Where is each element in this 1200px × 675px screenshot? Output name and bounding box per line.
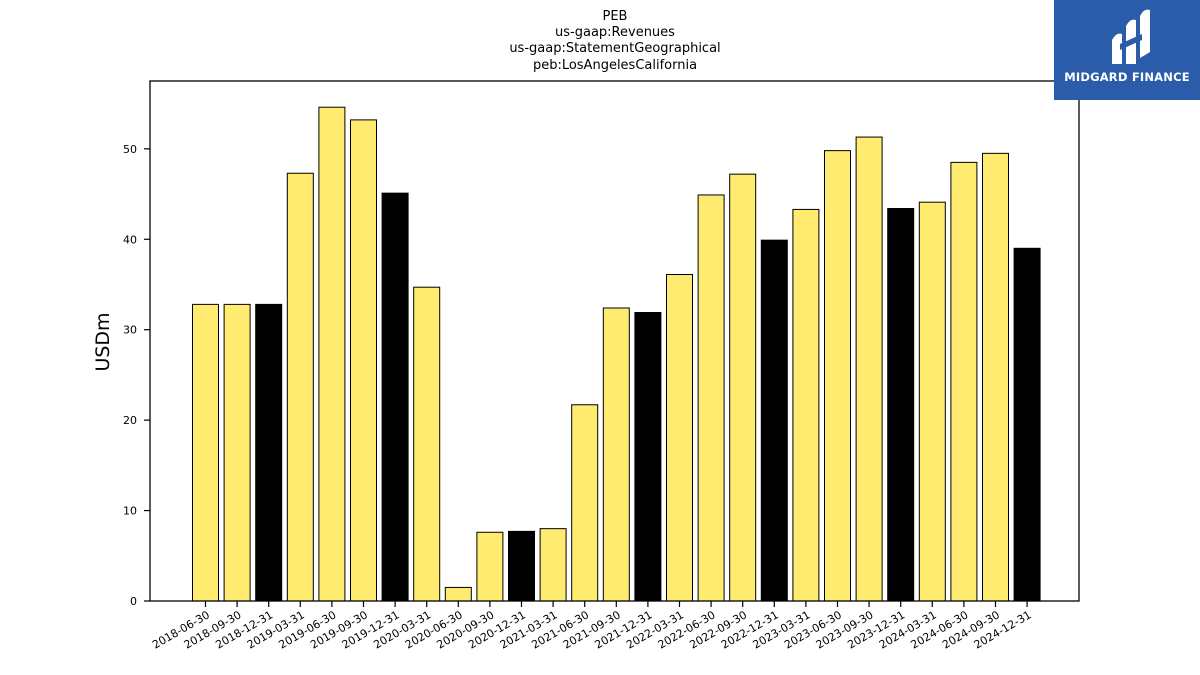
bar-2021-12-31 [634, 312, 662, 602]
midgard-logo: MIDGARD FINANCE [1054, 0, 1200, 100]
bar-2020-12-31 [508, 530, 535, 602]
bar-2020-06-30 [444, 586, 472, 602]
logo-text: MIDGARD FINANCE [1064, 70, 1190, 84]
plot-frame [149, 80, 1080, 602]
bar-2018-06-30 [192, 303, 219, 602]
y-tick-label: 50 [123, 143, 137, 156]
bar-2024-09-30 [982, 152, 1009, 602]
bar-2023-09-30 [855, 136, 883, 602]
bar-2019-09-30 [350, 119, 377, 602]
title-line-3: us-gaap:StatementGeographical [509, 41, 720, 56]
bar-2021-06-30 [571, 404, 599, 602]
bar-2020-09-30 [476, 531, 504, 602]
bar-2024-12-31 [1013, 247, 1041, 602]
bar-2024-03-31 [918, 201, 946, 602]
bar-2019-06-30 [318, 106, 346, 602]
bar-2022-03-31 [666, 274, 693, 602]
title-line-4: peb:LosAngelesCalifornia [533, 58, 697, 73]
bar-2019-12-31 [381, 192, 409, 602]
y-tick-label: 10 [123, 505, 137, 518]
y-tick-label: 0 [130, 595, 137, 608]
y-tick-label: 20 [123, 414, 137, 427]
y-axis-label: USDm [92, 312, 114, 371]
bar-2023-03-31 [792, 208, 820, 602]
title-line-2: us-gaap:Revenues [555, 25, 675, 40]
bar-2018-12-31 [255, 303, 283, 602]
bar-2021-03-31 [539, 528, 567, 602]
midgard-logo-icon [1112, 9, 1150, 65]
bars-group [192, 106, 1041, 602]
bar-2022-09-30 [729, 173, 757, 602]
bar-2022-06-30 [697, 194, 725, 602]
bar-2021-09-30 [602, 307, 630, 602]
title-line-1: PEB [603, 9, 628, 24]
bar-2020-03-31 [413, 286, 441, 602]
bar-2019-03-31 [286, 172, 314, 602]
bar-2022-12-31 [760, 239, 788, 602]
bar-2018-09-30 [223, 303, 251, 602]
bar-2023-12-31 [887, 208, 915, 602]
bar-2024-06-30 [950, 161, 978, 602]
x-axis-ticks: 2018-06-302018-09-302018-12-312019-03-31… [150, 601, 1034, 652]
y-tick-label: 40 [123, 233, 137, 246]
chart-title: PEB us-gaap:Revenues us-gaap:StatementGe… [509, 9, 720, 73]
bar-2023-06-30 [824, 150, 851, 602]
y-axis-ticks: 0 10 20 30 40 50 [123, 143, 150, 608]
y-tick-label: 30 [123, 324, 137, 337]
